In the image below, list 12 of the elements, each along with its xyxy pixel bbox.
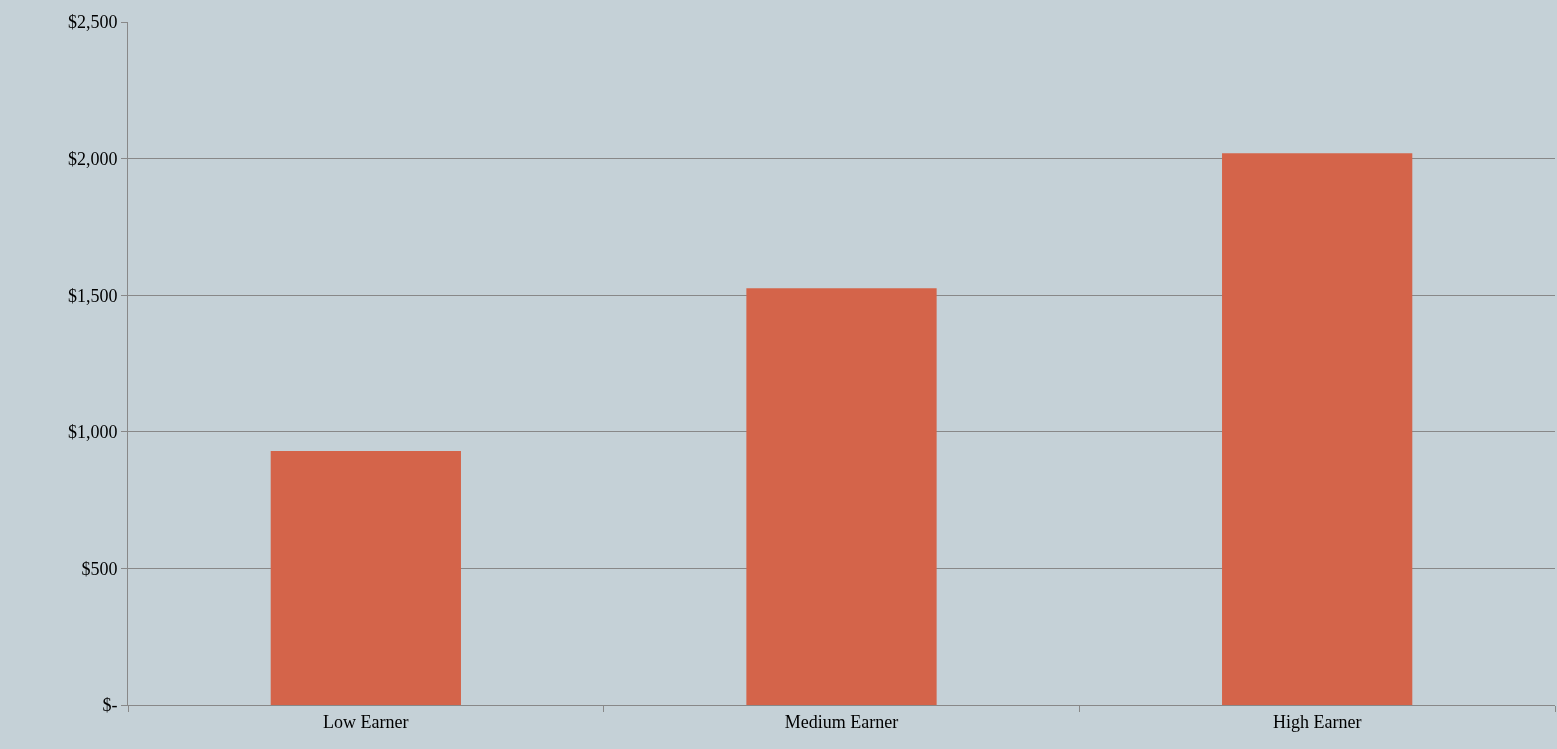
- y-tick-label: $1,000: [67, 422, 118, 443]
- x-tick-label: Low Earner: [323, 711, 409, 732]
- y-tick-label: $2,500: [67, 12, 118, 33]
- bar: [1222, 153, 1413, 705]
- x-tick-label: High Earner: [1272, 711, 1362, 732]
- y-tick-label: $1,500: [67, 285, 118, 306]
- bar: [270, 450, 461, 705]
- y-tick-label: $500: [81, 558, 118, 579]
- bar: [746, 288, 937, 705]
- x-tick-label: Medium Earner: [784, 711, 899, 732]
- y-tick-label: $-: [102, 695, 118, 716]
- y-tick-label: $2,000: [67, 148, 118, 169]
